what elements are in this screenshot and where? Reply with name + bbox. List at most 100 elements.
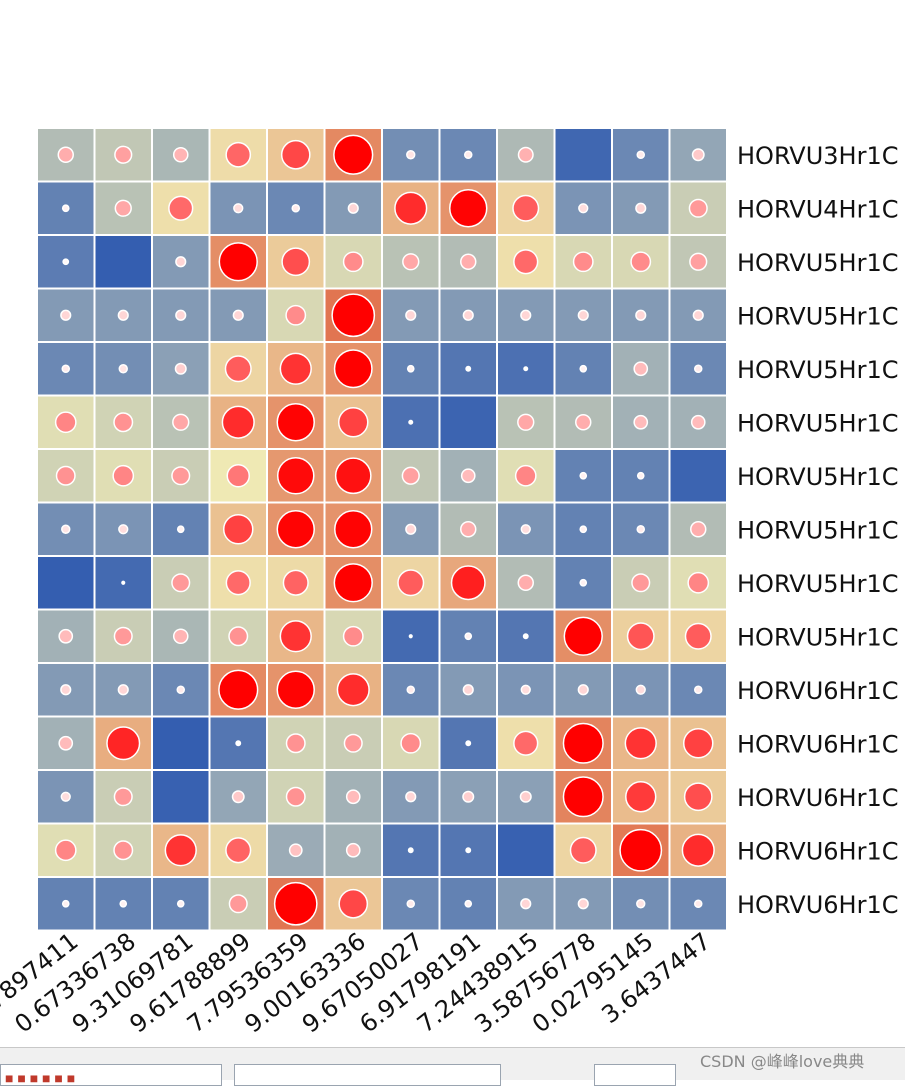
heatmap-circle <box>517 413 535 431</box>
heatmap-circle <box>345 789 361 805</box>
heatmap-circle <box>619 828 663 872</box>
heatmap-circle <box>626 622 655 651</box>
row-label: HORVU6Hr1C <box>737 837 899 865</box>
row-label: HORVU5Hr1C <box>737 570 899 598</box>
heatmap-circle <box>577 684 589 696</box>
heatmap-circle <box>682 727 714 759</box>
heatmap-circle <box>114 199 132 217</box>
row-label: HORVU5Hr1C <box>737 409 899 437</box>
heatmap-cells <box>36 127 728 932</box>
heatmap-circle <box>572 251 594 273</box>
heatmap-circle <box>119 899 128 908</box>
heatmap-circle <box>687 571 710 594</box>
heatmap-circle <box>58 628 74 644</box>
heatmap-circle <box>61 364 71 374</box>
heatmap-circle <box>60 684 72 696</box>
heatmap-circle <box>408 419 414 425</box>
heatmap-circle <box>693 685 703 695</box>
heatmap-circle <box>172 146 189 163</box>
toolbar-field-2[interactable] <box>234 1064 501 1086</box>
row-label: HORVU6Hr1C <box>737 891 899 919</box>
heatmap-circle <box>402 253 420 271</box>
heatmap-circle <box>235 740 242 747</box>
heatmap-cell <box>438 394 498 450</box>
heatmap-circle <box>228 894 248 914</box>
heatmap-circle <box>175 309 187 321</box>
heatmap-circle <box>55 465 76 486</box>
heatmap-circle <box>520 898 532 910</box>
heatmap-circle <box>176 899 185 908</box>
row-label: HORVU6Hr1C <box>737 677 899 705</box>
heatmap-circle <box>114 145 133 164</box>
heatmap-circle <box>113 787 133 807</box>
heatmap-circle <box>273 881 318 926</box>
heatmap-circle <box>405 523 417 535</box>
heatmap-circle <box>577 309 589 321</box>
heatmap-circle <box>579 578 588 587</box>
heatmap-circle <box>449 189 488 228</box>
heatmap-circle <box>118 364 128 374</box>
heatmap-circle <box>465 365 472 372</box>
heatmap-circle <box>460 253 477 270</box>
heatmap-circle <box>463 150 473 160</box>
heatmap-circle <box>164 834 197 867</box>
heatmap-circle <box>57 146 74 163</box>
heatmap-circle <box>54 411 77 434</box>
heatmap-circle <box>400 732 422 754</box>
heatmap-circle <box>464 899 473 908</box>
heatmap-circle <box>118 524 129 535</box>
row-label: HORVU5Hr1C <box>737 302 899 330</box>
heatmap-circle <box>58 735 74 751</box>
heatmap-circle <box>280 139 311 170</box>
heatmap-circle <box>347 202 359 214</box>
row-labels: HORVU3Hr1C HORVU4Hr1C HORVU5Hr1C HORVU5Hr1C… <box>737 142 899 919</box>
heatmap-circle <box>62 258 70 266</box>
heatmap-circle <box>112 464 135 487</box>
heatmap-circle <box>334 510 373 549</box>
heatmap-circle <box>106 726 141 761</box>
heatmap-circle <box>462 790 475 803</box>
heatmap-circle <box>172 413 190 431</box>
heatmap-circle <box>113 626 133 646</box>
heatmap-circle <box>343 733 363 753</box>
heatmap-cell <box>438 448 498 504</box>
heatmap-cell <box>553 127 613 183</box>
heatmap-circle <box>61 899 70 908</box>
heatmap-circle <box>60 791 71 802</box>
heatmap-circle <box>171 573 191 593</box>
heatmap-circle <box>689 252 708 271</box>
heatmap-circle <box>225 141 252 168</box>
heatmap-circle <box>176 685 186 695</box>
heatmap-circle <box>397 569 425 597</box>
heatmap-circle <box>218 242 258 282</box>
heatmap-circle <box>113 412 134 433</box>
heatmap-circle <box>406 364 415 373</box>
heatmap-circle <box>113 840 134 861</box>
watermark-text: CSDN @峰峰love典典 <box>700 1052 865 1071</box>
heatmap-circle <box>171 466 191 486</box>
heatmap-circle <box>569 836 597 864</box>
heatmap-circle <box>333 134 374 175</box>
heatmap-circle <box>681 833 715 867</box>
heatmap-circle <box>174 362 187 375</box>
heatmap-cell <box>151 769 211 825</box>
heatmap-circle <box>285 786 306 807</box>
heatmap-circle <box>563 616 603 656</box>
heatmap-circle <box>579 471 588 480</box>
heatmap-cell <box>36 555 96 611</box>
heatmap-circle <box>406 685 416 695</box>
heatmap-circle <box>281 247 311 277</box>
heatmap-circle <box>222 513 254 545</box>
heatmap-circle <box>172 628 189 645</box>
row-label: HORVU5Hr1C <box>737 463 899 491</box>
heatmap-circle <box>221 405 255 439</box>
heatmap-circle <box>633 361 649 377</box>
heatmap-circle <box>513 249 539 275</box>
heatmap-circle <box>688 198 708 218</box>
heatmap-circle <box>465 740 472 747</box>
heatmap-circle <box>121 580 126 585</box>
toolbar-field-1[interactable]: ■ ■ ■ ■ ■ ■ <box>0 1064 222 1086</box>
heatmap-circle <box>54 839 77 862</box>
heatmap-circle <box>61 204 70 213</box>
toolbar-field-3[interactable] <box>594 1064 676 1086</box>
